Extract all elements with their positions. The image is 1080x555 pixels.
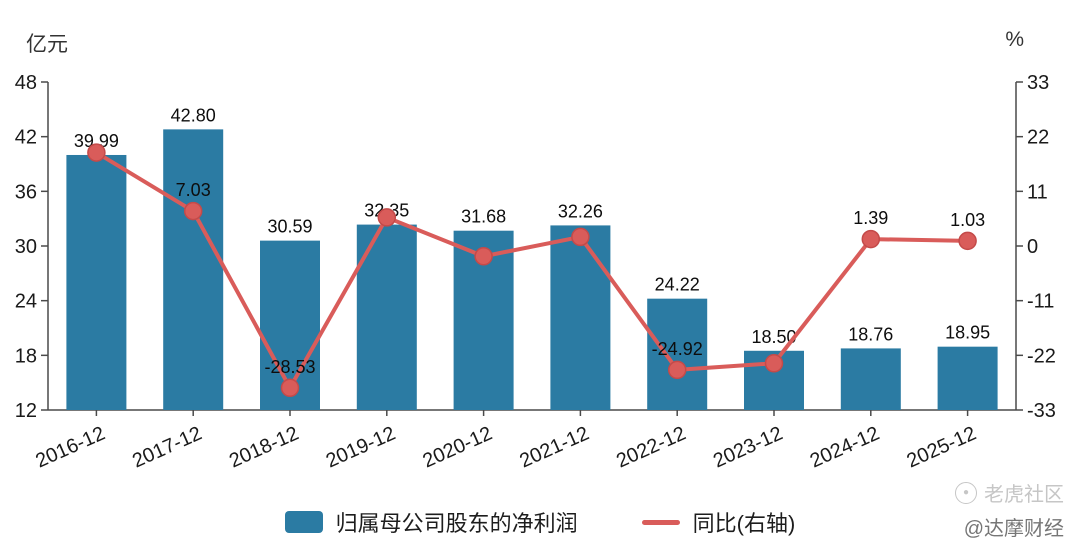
watermark-community: ● 老虎社区 [955, 478, 1064, 507]
x-axis-label: 2018-12 [226, 422, 302, 472]
x-axis-label: 2025-12 [904, 422, 980, 472]
tiger-logo-icon: ● [955, 481, 977, 504]
line-point [667, 360, 687, 380]
bar-value-label: 32.26 [558, 201, 603, 221]
left-axis-title: 亿元 [26, 33, 68, 56]
x-axis-label: 2022-12 [613, 422, 689, 472]
x-axis-label: 2017-12 [129, 422, 205, 472]
right-axis-tick-label: 33 [1027, 72, 1049, 94]
line-point [474, 247, 493, 266]
bar-value-label: 18.95 [945, 323, 990, 343]
right-axis-tick-label: 22 [1027, 127, 1049, 149]
legend: 归属母公司股东的净利润 同比(右轴) [0, 506, 1080, 538]
right-axis-tick-label: 11 [1027, 181, 1048, 203]
bar [163, 129, 224, 410]
bar [66, 154, 127, 410]
line-point [958, 231, 977, 251]
line-point [377, 208, 397, 227]
x-axis-label: 2019-12 [323, 422, 399, 472]
bar-legend-label: 归属母公司股东的净利润 [335, 511, 578, 536]
right-axis-title: % [1005, 28, 1024, 51]
x-axis-label: 2020-12 [420, 422, 496, 472]
right-axis-tick-label: -33 [1027, 400, 1056, 422]
left-axis-tick-label: 12 [15, 400, 37, 422]
line-point-label: 1.39 [853, 208, 888, 228]
bar-value-label: 39.99 [74, 131, 119, 151]
left-axis-tick-label: 30 [15, 236, 37, 258]
bar-value-label: 18.50 [751, 327, 796, 347]
bar-value-label: 31.68 [461, 207, 506, 227]
bar-value-label: 30.59 [267, 217, 312, 237]
left-axis-tick-label: 42 [15, 127, 37, 149]
line-point-label: -28.53 [264, 357, 315, 377]
bar [937, 346, 998, 410]
yoy-line [94, 150, 970, 390]
line-point [183, 201, 203, 221]
right-axis-tick-label: -11 [1027, 291, 1054, 313]
line-legend-label: 同比(右轴) [692, 511, 796, 536]
left-axis-tick-label: 24 [15, 291, 37, 313]
line-point-label: -24.92 [652, 339, 703, 359]
bar-value-label: 42.80 [171, 105, 216, 125]
legend-item-net-profit[interactable]: 归属母公司股东的净利润 [284, 506, 578, 538]
bar [840, 348, 901, 410]
line-point-label: 1.03 [950, 210, 985, 230]
bar-value-label: 24.22 [655, 275, 700, 295]
watermark-author: @达摩财经 [963, 518, 1064, 540]
line-point [280, 378, 300, 398]
line-point-label: 7.03 [176, 180, 211, 200]
line-point [87, 143, 106, 162]
x-axis-label: 2024-12 [807, 422, 883, 472]
x-axis-label: 2021-12 [516, 422, 592, 472]
bar-value-label: 18.76 [848, 324, 893, 344]
line-point [571, 227, 590, 247]
line-point [861, 229, 881, 249]
watermark-community-label: 老虎社区 [984, 484, 1064, 506]
bar-legend-swatch [284, 511, 323, 533]
x-axis-label: 2023-12 [710, 422, 786, 472]
bar [550, 225, 611, 410]
left-axis-tick-label: 36 [15, 181, 37, 203]
legend-item-yoy[interactable]: 同比(右轴) [641, 506, 796, 538]
right-axis-tick-label: 0 [1027, 236, 1038, 258]
line-legend-swatch [641, 519, 680, 525]
left-axis-tick-label: 48 [15, 72, 37, 94]
bar [647, 298, 708, 410]
right-axis-tick-label: -22 [1027, 345, 1056, 367]
x-axis-label: 2016-12 [32, 422, 108, 472]
line-point [764, 354, 784, 373]
left-axis-tick-label: 18 [15, 345, 37, 367]
